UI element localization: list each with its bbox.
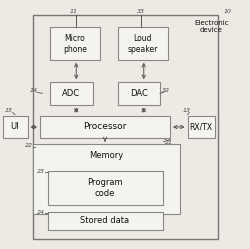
Text: Program
code: Program code: [87, 178, 123, 198]
Bar: [118, 27, 168, 60]
Text: Processor: Processor: [83, 123, 127, 131]
Bar: [32, 144, 180, 214]
Text: DAC: DAC: [130, 89, 148, 98]
Text: 32: 32: [162, 88, 170, 93]
Text: 24: 24: [37, 210, 45, 215]
Text: 23: 23: [37, 169, 45, 174]
Text: Loud
speaker: Loud speaker: [127, 34, 158, 54]
Bar: [2, 116, 28, 138]
Text: ADC: ADC: [62, 89, 80, 98]
Bar: [118, 82, 160, 105]
Text: Stored data: Stored data: [80, 216, 130, 226]
Text: Micro
phone: Micro phone: [63, 34, 87, 54]
Text: 15: 15: [5, 108, 13, 113]
Text: 13: 13: [182, 108, 190, 113]
Text: 21: 21: [165, 140, 173, 145]
Text: 10: 10: [224, 9, 232, 14]
Bar: [40, 116, 170, 138]
Bar: [50, 27, 100, 60]
Text: UI: UI: [11, 123, 19, 131]
Text: 11: 11: [70, 9, 78, 14]
Text: 22: 22: [25, 143, 33, 148]
Bar: [50, 82, 92, 105]
Text: 14: 14: [30, 88, 38, 93]
Bar: [188, 116, 215, 138]
Bar: [48, 171, 162, 205]
Bar: [48, 212, 162, 230]
Text: Electronic
device: Electronic device: [194, 20, 228, 33]
Text: 33: 33: [137, 9, 145, 14]
Bar: [32, 15, 218, 239]
Text: RX/TX: RX/TX: [190, 123, 213, 131]
Text: Memory: Memory: [89, 151, 124, 160]
